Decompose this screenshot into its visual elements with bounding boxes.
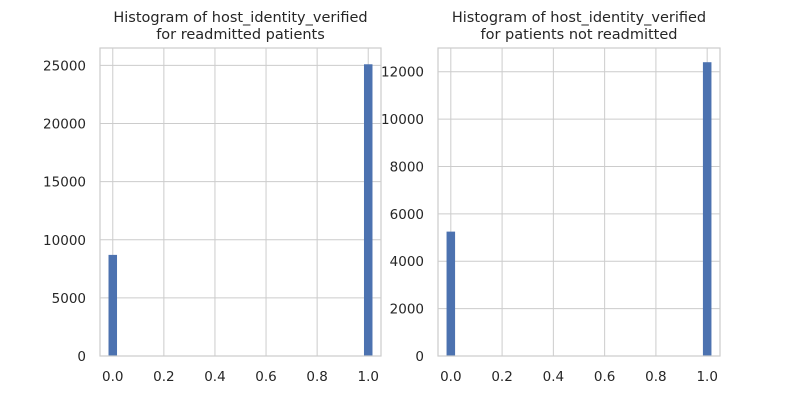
y-tick-label: 15000 [43,175,86,191]
histogram-bar [702,62,712,356]
x-tick-label: 0.8 [645,369,666,385]
plot-frame [437,47,721,357]
histogram-not-readmitted: Histogram of host_identity_verified for … [381,10,721,385]
x-tick-label: 0.8 [306,369,327,385]
histogram-bar [446,231,456,356]
y-tick-label: 2000 [390,302,424,318]
x-tick-label: 0.4 [543,369,564,385]
x-tick-label: 0.0 [440,369,461,385]
y-tick-label: 10000 [381,112,424,128]
y-tick-label: 0 [415,349,424,365]
y-tick-label: 0 [77,349,86,365]
x-tick-label: 0.6 [255,369,276,385]
chart-title-line-1: Histogram of host_identity_verified [452,10,706,26]
y-tick-label: 25000 [43,58,86,74]
histogram-readmitted: Histogram of host_identity_verified for … [43,10,382,385]
x-tick-label: 0.6 [594,369,615,385]
chart-title-line-2: for patients not readmitted [481,27,678,43]
chart-title-line-1: Histogram of host_identity_verified [113,10,367,26]
y-tick-label: 12000 [381,65,424,81]
x-tick-label: 0.2 [153,369,174,385]
y-tick-label: 8000 [390,159,424,175]
x-tick-label: 1.0 [357,369,378,385]
x-tick-label: 0.2 [491,369,512,385]
chart-title-line-2: for readmitted patients [156,27,325,43]
plot-frame [99,47,382,357]
x-tick-label: 0.4 [204,369,225,385]
histogram-bar [108,254,118,356]
x-tick-label: 0.0 [102,369,123,385]
histogram-bar [363,64,373,356]
x-tick-label: 1.0 [696,369,717,385]
y-tick-label: 20000 [43,117,86,133]
y-tick-label: 5000 [52,291,86,307]
y-tick-label: 10000 [43,233,86,249]
y-tick-label: 6000 [390,207,424,223]
y-tick-label: 4000 [390,254,424,270]
